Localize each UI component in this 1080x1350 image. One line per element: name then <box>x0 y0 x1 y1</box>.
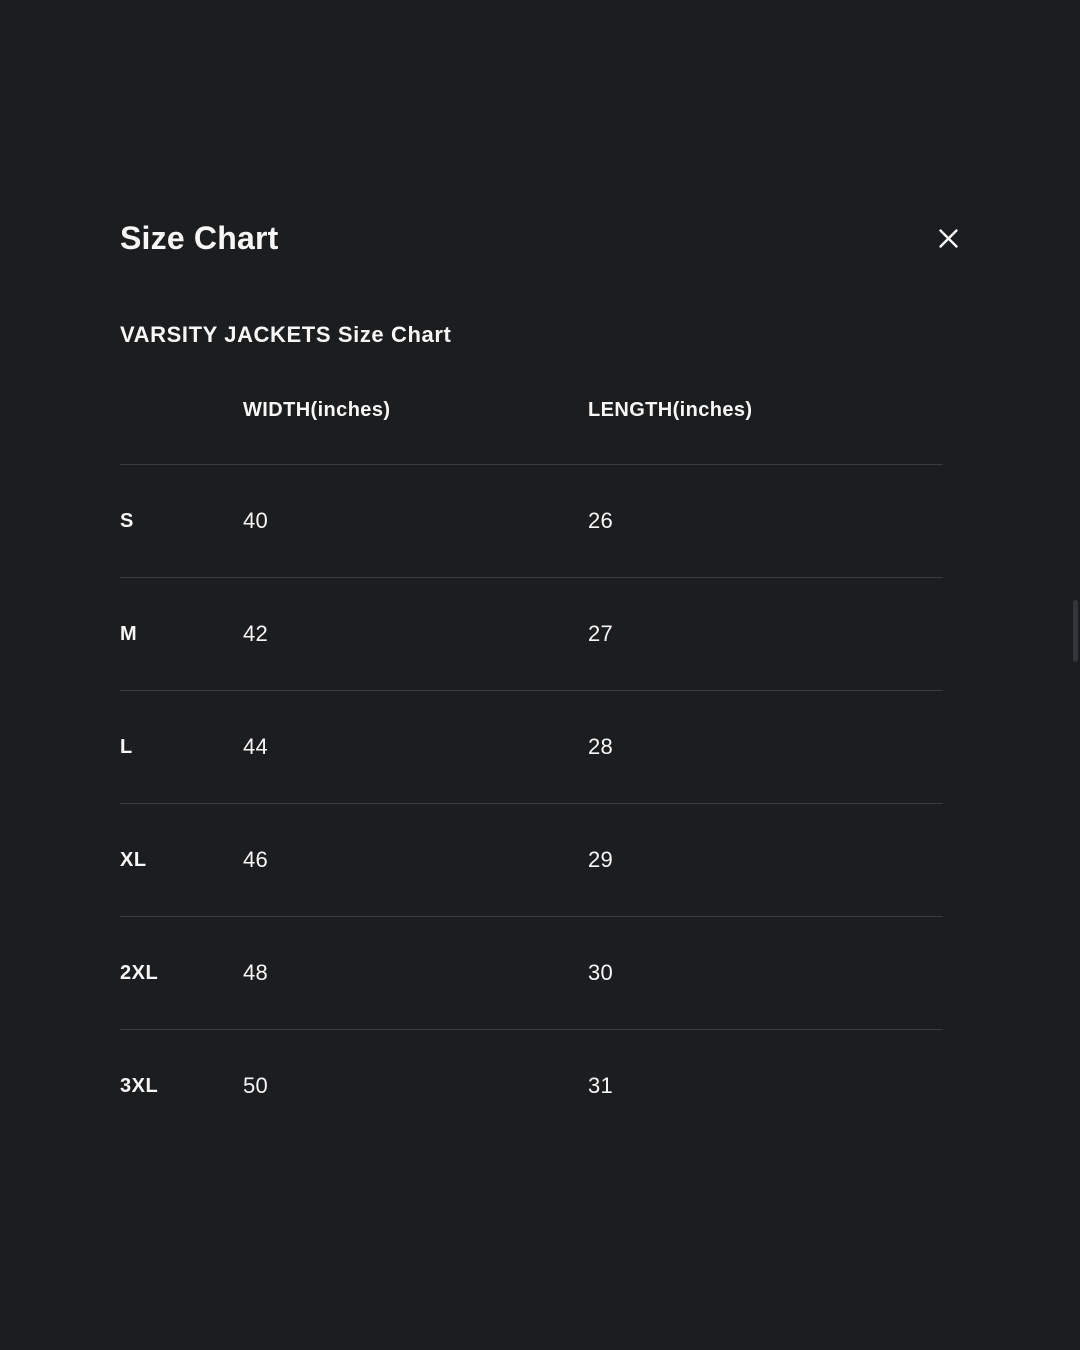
scrollbar-thumb[interactable] <box>1073 600 1078 662</box>
size-cell: L <box>120 735 133 758</box>
size-cell: 2XL <box>120 961 159 984</box>
width-cell: 42 <box>243 621 269 646</box>
modal-title: Size Chart <box>120 220 279 256</box>
size-cell: XL <box>120 848 147 871</box>
length-cell: 28 <box>588 734 614 759</box>
modal-header: Size Chart <box>120 222 960 254</box>
size-cell: 3XL <box>120 1074 159 1097</box>
length-cell: 27 <box>588 621 614 646</box>
column-header-width: WIDTH(inches) <box>243 399 391 421</box>
table-row: L 44 28 <box>120 691 943 804</box>
length-cell: 31 <box>588 1073 614 1098</box>
length-cell: 30 <box>588 960 614 985</box>
length-cell: 29 <box>588 847 614 872</box>
size-cell: S <box>120 509 134 532</box>
table-row: S 40 26 <box>120 465 943 578</box>
width-cell: 48 <box>243 960 269 985</box>
table-row: 2XL 48 30 <box>120 917 943 1030</box>
table-header-row: WIDTH(inches) LENGTH(inches) <box>120 346 943 465</box>
length-cell: 26 <box>588 508 614 533</box>
close-button[interactable] <box>936 226 960 250</box>
size-cell: M <box>120 622 138 645</box>
table-row: M 42 27 <box>120 578 943 691</box>
size-table: WIDTH(inches) LENGTH(inches) S 40 26 M 4… <box>120 346 943 1142</box>
width-cell: 40 <box>243 508 269 533</box>
table-row: 3XL 50 31 <box>120 1030 943 1142</box>
column-header-empty <box>120 400 243 420</box>
chart-subtitle: VARSITY JACKETS Size Chart <box>120 322 452 347</box>
column-header-length: LENGTH(inches) <box>588 399 753 421</box>
width-cell: 50 <box>243 1073 269 1098</box>
width-cell: 44 <box>243 734 269 759</box>
width-cell: 46 <box>243 847 269 872</box>
table-row: XL 46 29 <box>120 804 943 917</box>
close-icon <box>938 228 959 249</box>
size-chart-panel: Size Chart VARSITY JACKETS Size Chart WI… <box>120 222 960 1142</box>
